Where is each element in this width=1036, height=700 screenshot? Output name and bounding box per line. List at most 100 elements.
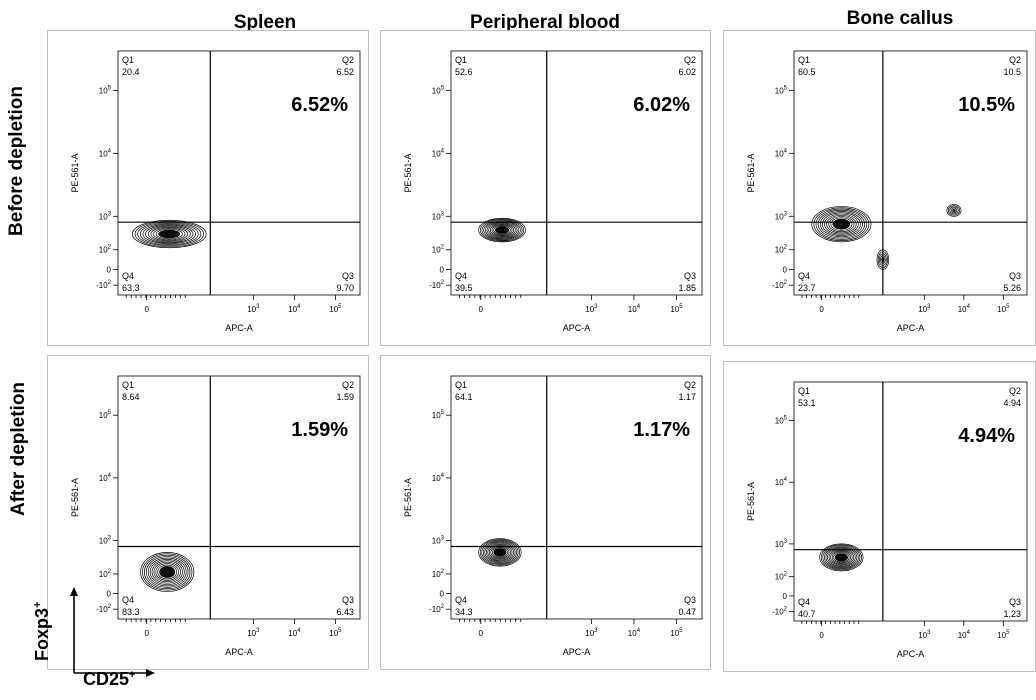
x-tick-label: 105 xyxy=(997,304,1010,314)
quadrant-q4-label: Q4 xyxy=(455,595,467,605)
plot-frame xyxy=(793,381,1028,622)
y-axis-label: PE-561-A xyxy=(70,153,80,192)
contour-ring xyxy=(144,554,191,590)
x-tick-label: 0 xyxy=(144,629,149,638)
contour-ring xyxy=(811,206,872,243)
quadrant-q2-value: 6.02 xyxy=(678,67,696,77)
quadrant-q2-value: 4.94 xyxy=(1003,398,1021,408)
y-axis-label: PE-561-A xyxy=(746,153,756,192)
highlight-percentage: 1.59% xyxy=(291,419,348,441)
contour-group xyxy=(478,538,522,567)
y-tick-label: 0 xyxy=(783,265,788,274)
highlight-percentage: 4.94% xyxy=(958,425,1015,447)
x-tick-label: 103 xyxy=(585,304,598,314)
quadrant-q1-value: 53.1 xyxy=(798,398,816,408)
x-tick-label: 0 xyxy=(819,305,824,314)
contour-ring xyxy=(817,209,866,239)
x-tick-label: 104 xyxy=(288,304,301,314)
x-tick-label: 105 xyxy=(329,628,342,638)
x-tick-label: 105 xyxy=(670,304,683,314)
x-tick-label: 105 xyxy=(670,628,683,638)
contour-ring xyxy=(491,547,508,558)
contour-ring xyxy=(150,226,189,242)
y-tick-label: 102 xyxy=(775,245,788,255)
flow-plot-blood-before: Q1 52.6 Q2 6.02 Q4 39.5 Q3 1.85 6.02% 0 103 104 105 A… xyxy=(380,30,711,346)
y-tick-label: 103 xyxy=(432,536,445,546)
y-tick-label: 103 xyxy=(99,536,112,546)
contour-ring xyxy=(813,207,870,241)
contour-ring xyxy=(487,544,513,561)
column-title-bone-callus: Bone callus xyxy=(846,8,954,29)
contour-ring xyxy=(949,206,959,215)
y-tick-label: 105 xyxy=(99,85,112,95)
y-tick-label: 105 xyxy=(432,85,445,95)
y-tick-label: 103 xyxy=(99,211,112,221)
y-tick-label: 0 xyxy=(783,592,788,601)
quadrant-q1-label: Q1 xyxy=(455,55,467,65)
contour-ring xyxy=(828,216,855,233)
highlight-percentage: 6.52% xyxy=(291,94,348,116)
y-tick-label: -102 xyxy=(772,606,788,616)
x-tick-label: 104 xyxy=(288,628,301,638)
quadrant-q3-value: 1.23 xyxy=(1003,609,1021,619)
plot-frame xyxy=(117,375,361,620)
flow-plot-spleen-after: Q1 8.64 Q2 1.59 Q4 83.3 Q3 6.43 1.59% 0 103 104 105 A… xyxy=(47,355,369,670)
contour-ring xyxy=(831,551,852,564)
quadrant-q3-value: 0.47 xyxy=(678,607,696,617)
y-tick-label: -102 xyxy=(96,280,112,290)
quadrant-q3-label: Q3 xyxy=(684,595,696,605)
contour-ring xyxy=(153,227,186,241)
contour-group xyxy=(811,204,962,270)
quadrant-q2-label: Q2 xyxy=(342,55,354,65)
contour-ring xyxy=(827,548,856,567)
quadrant-q2-value: 10.5 xyxy=(1003,67,1021,77)
plot-frame xyxy=(793,50,1028,296)
y-tick-label: 0 xyxy=(440,265,445,274)
y-tick-label: 103 xyxy=(775,211,788,221)
contour-ring xyxy=(155,228,183,240)
contour-group xyxy=(132,219,207,249)
y-tick-label: 102 xyxy=(99,569,112,579)
quadrant-q3-label: Q3 xyxy=(342,271,354,281)
y-tick-label: 105 xyxy=(775,85,788,95)
x-axis-label: APC-A xyxy=(897,649,925,659)
quadrant-q2-value: 6.52 xyxy=(336,67,354,77)
x-axis-label: APC-A xyxy=(563,323,591,333)
y-tick-label: 102 xyxy=(432,569,445,579)
y-tick-label: 104 xyxy=(775,148,788,158)
flow-plot-callus-before: Q1 60.5 Q2 10.5 Q4 23.7 Q3 5.26 10.5% 0 103 104 105 A… xyxy=(723,30,1036,346)
x-tick-label: 105 xyxy=(329,304,342,314)
quadrant-q4-label: Q4 xyxy=(122,595,134,605)
quadrant-q3-value: 5.26 xyxy=(1003,283,1021,293)
contour-ring xyxy=(952,208,956,212)
quadrant-q3-label: Q3 xyxy=(342,595,354,605)
contour-ring xyxy=(147,557,187,587)
y-tick-label: 104 xyxy=(99,148,112,158)
y-tick-label: 102 xyxy=(99,245,112,255)
x-tick-label: 103 xyxy=(247,304,260,314)
contour-ring xyxy=(483,220,521,240)
contour-ring xyxy=(838,222,844,226)
y-tick-label: 103 xyxy=(432,211,445,221)
highlight-percentage: 1.17% xyxy=(633,419,690,441)
contour-ring xyxy=(478,538,522,567)
y-tick-label: -102 xyxy=(772,280,788,290)
quadrant-q4-label: Q4 xyxy=(122,271,134,281)
y-tick-label: 104 xyxy=(775,477,788,487)
contour-ring xyxy=(478,217,526,243)
highlight-percentage: 6.02% xyxy=(633,94,690,116)
contour-ring xyxy=(142,223,196,245)
contour-ring xyxy=(147,225,191,243)
contour-ring xyxy=(839,556,844,559)
contour-ring xyxy=(481,219,523,241)
contour-ring xyxy=(815,208,868,240)
y-tick-label: 103 xyxy=(775,539,788,549)
contour-ring xyxy=(134,220,204,248)
flow-plot-callus-after: Q1 53.1 Q2 4.94 Q4 40.7 Q3 1.23 4.94% 0 103 104 105 A… xyxy=(723,361,1036,672)
contour-ring xyxy=(833,552,850,563)
contour-ring xyxy=(488,222,516,238)
contour-ring xyxy=(823,546,859,569)
contour-ring xyxy=(822,545,861,570)
contour-ring xyxy=(153,561,181,583)
y-tick-label: 0 xyxy=(440,590,445,599)
